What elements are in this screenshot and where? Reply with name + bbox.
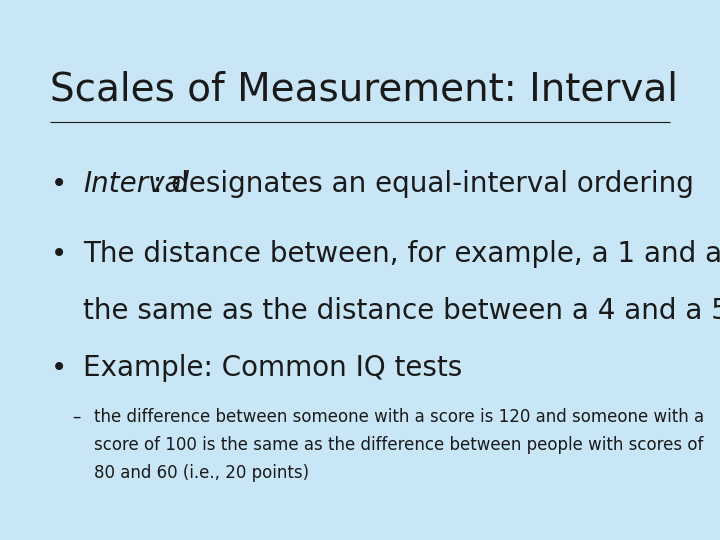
Text: : designates an equal-interval ordering: : designates an equal-interval ordering <box>153 170 694 198</box>
Text: Scales of Measurement: Interval: Scales of Measurement: Interval <box>50 70 678 108</box>
Text: The distance between, for example, a 1 and a 2 is: The distance between, for example, a 1 a… <box>83 240 720 268</box>
Text: •: • <box>50 170 67 198</box>
Text: •: • <box>50 354 67 382</box>
Text: –: – <box>72 408 81 426</box>
Text: the difference between someone with a score is 120 and someone with a: the difference between someone with a sc… <box>94 408 703 426</box>
Text: Interval: Interval <box>83 170 189 198</box>
Text: 80 and 60 (i.e., 20 points): 80 and 60 (i.e., 20 points) <box>94 464 309 482</box>
Text: Example: Common IQ tests: Example: Common IQ tests <box>83 354 462 382</box>
Text: •: • <box>50 240 67 268</box>
Text: score of 100 is the same as the difference between people with scores of: score of 100 is the same as the differen… <box>94 436 703 454</box>
Text: the same as the distance between a 4 and a 5: the same as the distance between a 4 and… <box>83 297 720 325</box>
